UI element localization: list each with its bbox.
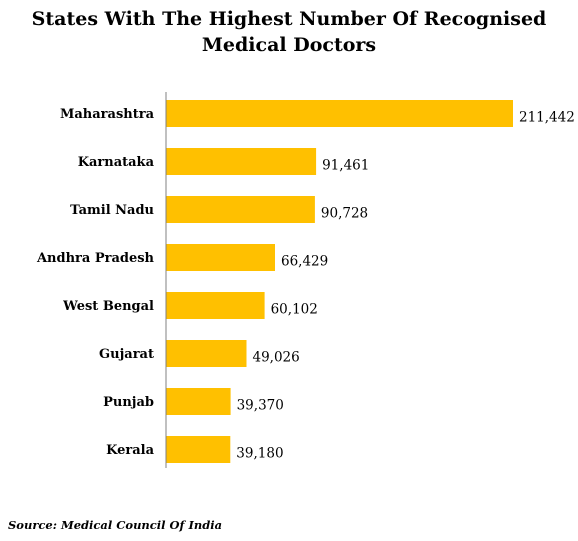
- chart-title: States With The Highest Number Of Recogn…: [31, 8, 547, 56]
- category-label-west-bengal: West Bengal: [62, 299, 154, 314]
- value-label-karnataka: 91,461: [322, 158, 369, 174]
- category-label-maharashtra: Maharashtra: [60, 107, 155, 122]
- value-label-west-bengal: 60,102: [271, 302, 318, 318]
- bar-punjab: [166, 388, 231, 415]
- source-note: Source: Medical Council Of India: [8, 518, 223, 532]
- category-label-kerala: Kerala: [106, 443, 154, 458]
- bar-andhra-pradesh: [166, 244, 275, 271]
- value-label-kerala: 39,180: [236, 446, 283, 462]
- category-label-punjab: Punjab: [103, 395, 154, 410]
- bar-tamil-nadu: [166, 196, 315, 223]
- value-label-punjab: 39,370: [237, 398, 284, 414]
- category-label-karnataka: Karnataka: [78, 155, 155, 170]
- value-label-gujarat: 49,026: [253, 350, 300, 366]
- value-label-andhra-pradesh: 66,429: [281, 254, 328, 270]
- value-labels-group: 211,442 91,461 90,728 66,429 60,102 49,026 39,…: [236, 110, 575, 462]
- category-labels-group: Maharashtra Karnataka Tamil Nadu Andhra Pra…: [36, 107, 155, 458]
- category-label-gujarat: Gujarat: [99, 347, 154, 362]
- bar-karnataka: [166, 148, 317, 175]
- bars-group: [166, 100, 513, 463]
- category-label-tamil-nadu: Tamil Nadu: [70, 203, 154, 218]
- bar-kerala: [166, 436, 231, 463]
- bar-gujarat: [166, 340, 247, 367]
- bar-maharashtra: [166, 100, 513, 127]
- category-label-andhra-pradesh: Andhra Pradesh: [36, 251, 155, 266]
- bar-west-bengal: [166, 292, 265, 319]
- value-label-maharashtra: 211,442: [519, 110, 575, 126]
- value-label-tamil-nadu: 90,728: [321, 206, 368, 222]
